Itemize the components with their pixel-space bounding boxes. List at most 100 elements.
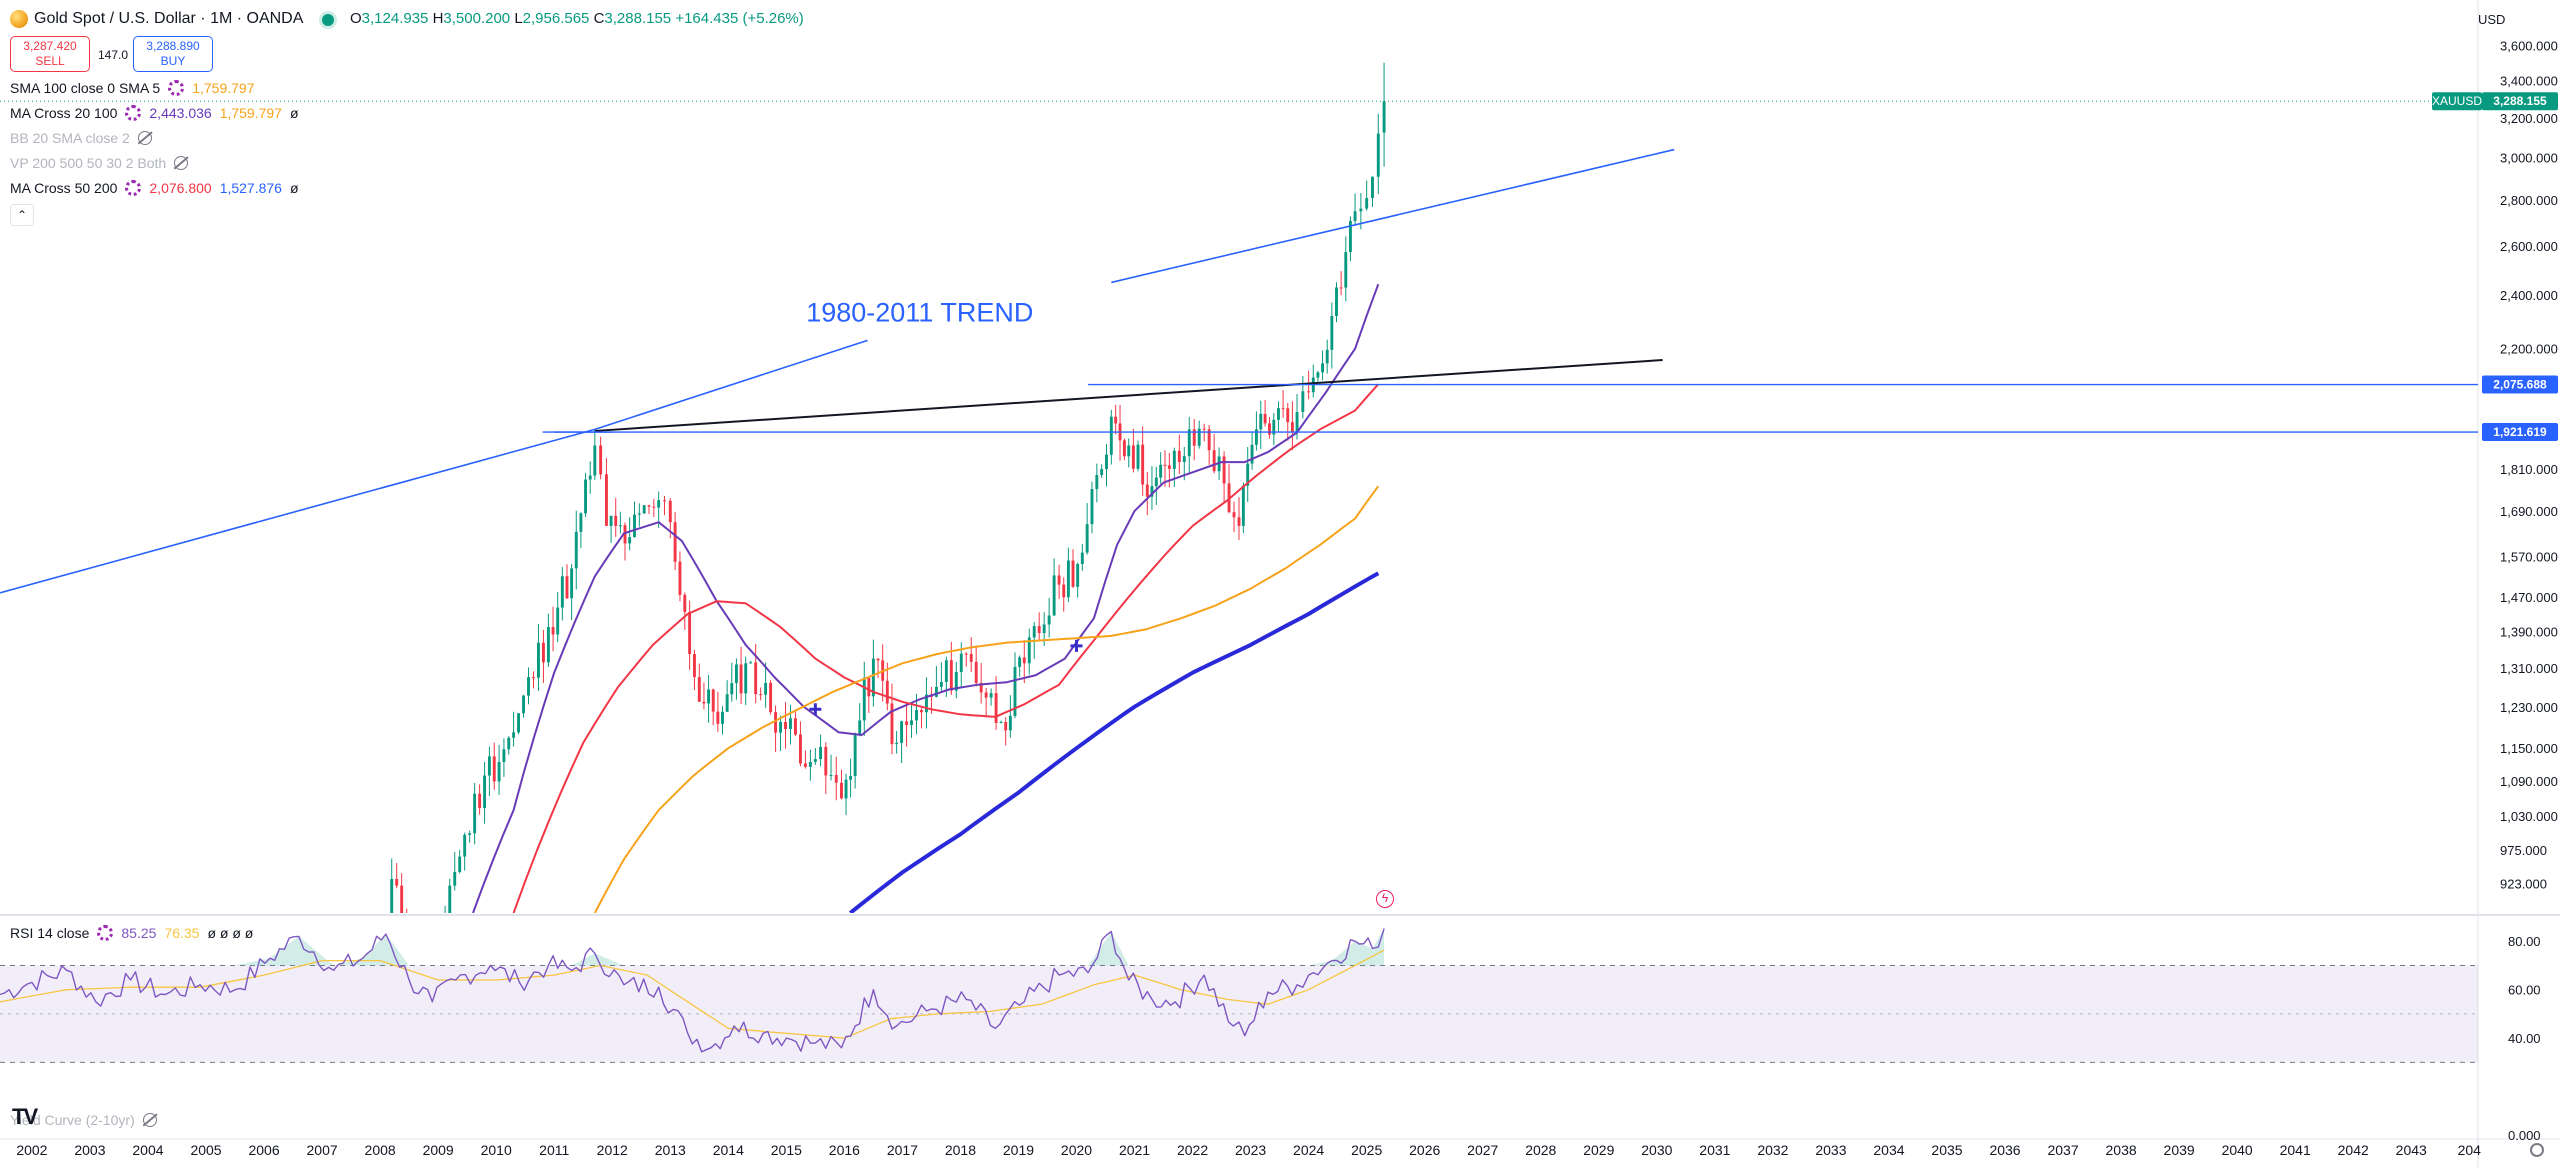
price-axis-label: 975.000 xyxy=(2500,843,2547,858)
candle-body xyxy=(1197,428,1201,446)
candle-body xyxy=(668,500,672,523)
time-axis-label: 2017 xyxy=(887,1142,918,1158)
lightning-icon[interactable]: ϟ xyxy=(1376,890,1394,908)
candle-body xyxy=(697,677,701,702)
time-axis-label: 2024 xyxy=(1293,1142,1324,1158)
candle-body xyxy=(574,531,578,569)
candle-body xyxy=(1159,464,1163,478)
currency-selector[interactable]: USD xyxy=(2478,12,2506,27)
candle-body xyxy=(1241,485,1245,526)
sell-button[interactable]: 3,287.420 SELL xyxy=(10,36,90,72)
indicator-settings-icon[interactable] xyxy=(125,180,142,196)
candle-body xyxy=(1042,624,1046,634)
indicator-settings-icon[interactable] xyxy=(97,925,114,941)
candle-body xyxy=(769,682,773,713)
time-axis-label: 2027 xyxy=(1467,1142,1498,1158)
candle-body xyxy=(444,918,447,932)
candle-body xyxy=(1100,469,1104,475)
collapse-legend-button[interactable]: ⌃ xyxy=(10,204,34,226)
tradingview-logo[interactable]: TV xyxy=(12,1104,38,1129)
candle-body xyxy=(579,513,583,532)
indicator-settings-icon[interactable] xyxy=(125,105,142,121)
low-label: L xyxy=(514,10,523,27)
candle-body xyxy=(642,505,646,514)
chart-header: Gold Spot / U.S. Dollar · 1M · OANDA O3,… xyxy=(0,0,2470,42)
candle-body xyxy=(1057,575,1061,585)
candle-body xyxy=(487,756,491,776)
candle-body xyxy=(1150,486,1154,497)
candle-body xyxy=(1177,450,1181,463)
time-axis-label: 2015 xyxy=(771,1142,802,1158)
candle-body xyxy=(527,677,530,696)
candle-body xyxy=(497,761,501,782)
price-axis-label: 923.000 xyxy=(2500,877,2547,892)
price-axis-label: 1,690.000 xyxy=(2500,504,2558,519)
price-axis-label: 1,030.000 xyxy=(2500,809,2558,824)
time-axis-label: 2042 xyxy=(2338,1142,2369,1158)
candle-body xyxy=(885,680,889,704)
price-axis-label: 1,810.000 xyxy=(2500,462,2558,477)
main-pane[interactable]: 1980-2011 TREND xyxy=(0,62,2478,1076)
hidden-eye-icon[interactable] xyxy=(142,1113,157,1127)
time-axis-label: 2006 xyxy=(248,1142,279,1158)
ohlc-readout: O3,124.935 H3,500.200 L2,956.565 C3,288.… xyxy=(350,10,804,27)
indicator-settings-icon[interactable] xyxy=(168,80,185,96)
candle-body xyxy=(483,775,487,809)
indicator-legend-row[interactable]: MA Cross 20 100 2,443.036 1,759.797 ø xyxy=(10,105,299,121)
yield-curve-legend[interactable]: Yield Curve (2-10yr) xyxy=(10,1112,157,1128)
price-axis-label: 1,570.000 xyxy=(2500,549,2558,564)
candle-body xyxy=(1105,454,1108,470)
candle-body xyxy=(400,885,404,913)
settings-gear-icon[interactable] xyxy=(2530,1143,2544,1157)
candle-body xyxy=(663,500,666,502)
level-price-tag: 2,075.688 xyxy=(2493,378,2547,392)
time-axis-label: 2008 xyxy=(365,1142,396,1158)
rsi-legend[interactable]: RSI 14 close 85.25 76.35 ø ø ø ø xyxy=(10,925,253,941)
candle-body xyxy=(448,885,452,913)
candle-body xyxy=(730,683,734,695)
candle-body xyxy=(759,694,763,696)
candle-body xyxy=(673,522,677,562)
candle-body xyxy=(395,878,399,886)
buy-button[interactable]: 3,288.890 BUY xyxy=(133,36,213,72)
candle-body xyxy=(1237,517,1241,526)
candle-body xyxy=(628,537,632,544)
rsi-overbought-fill xyxy=(1331,941,1356,966)
candle-body xyxy=(556,607,560,635)
indicator-value: 1,527.876 xyxy=(219,180,282,196)
sell-label: SELL xyxy=(35,54,65,68)
time-axis-label: 2007 xyxy=(307,1142,338,1158)
candle-body xyxy=(895,742,899,745)
hidden-eye-icon[interactable] xyxy=(174,156,189,170)
candle-body xyxy=(910,720,913,725)
price-axis-label: 3,600.000 xyxy=(2500,38,2558,53)
indicator-legend-row[interactable]: VP 200 500 50 30 2 Both xyxy=(10,155,189,171)
candle-body xyxy=(657,500,661,508)
symbol-title[interactable]: Gold Spot / U.S. Dollar · 1M · OANDA xyxy=(34,10,304,27)
indicator-legend-row[interactable]: MA Cross 50 200 2,076.800 1,527.876 ø xyxy=(10,180,299,196)
candle-body xyxy=(849,775,853,780)
time-axis-label: 2012 xyxy=(597,1142,628,1158)
candle-body xyxy=(618,525,622,527)
candle-body xyxy=(688,611,692,655)
candle-body xyxy=(834,774,838,783)
candle-body xyxy=(1066,560,1070,598)
candle-body xyxy=(824,746,828,776)
indicator-legend-row[interactable]: SMA 100 close 0 SMA 5 1,759.797 xyxy=(10,80,255,96)
candle-body xyxy=(1268,423,1271,435)
candle-body xyxy=(925,694,928,713)
candle-body xyxy=(1222,456,1226,484)
indicator-extra: ø xyxy=(289,105,299,121)
time-axis-label: 2038 xyxy=(2106,1142,2137,1158)
candle-body xyxy=(819,746,823,760)
indicator-value: 1,759.797 xyxy=(219,105,282,121)
candle-body xyxy=(1071,560,1075,587)
candle-body xyxy=(678,561,682,595)
candle-body xyxy=(1085,524,1089,553)
candle-body xyxy=(1371,176,1374,198)
hidden-eye-icon[interactable] xyxy=(137,131,152,145)
candle-body xyxy=(915,710,918,721)
candle-body xyxy=(1145,484,1149,497)
indicator-legend-row[interactable]: BB 20 SMA close 2 xyxy=(10,130,152,146)
